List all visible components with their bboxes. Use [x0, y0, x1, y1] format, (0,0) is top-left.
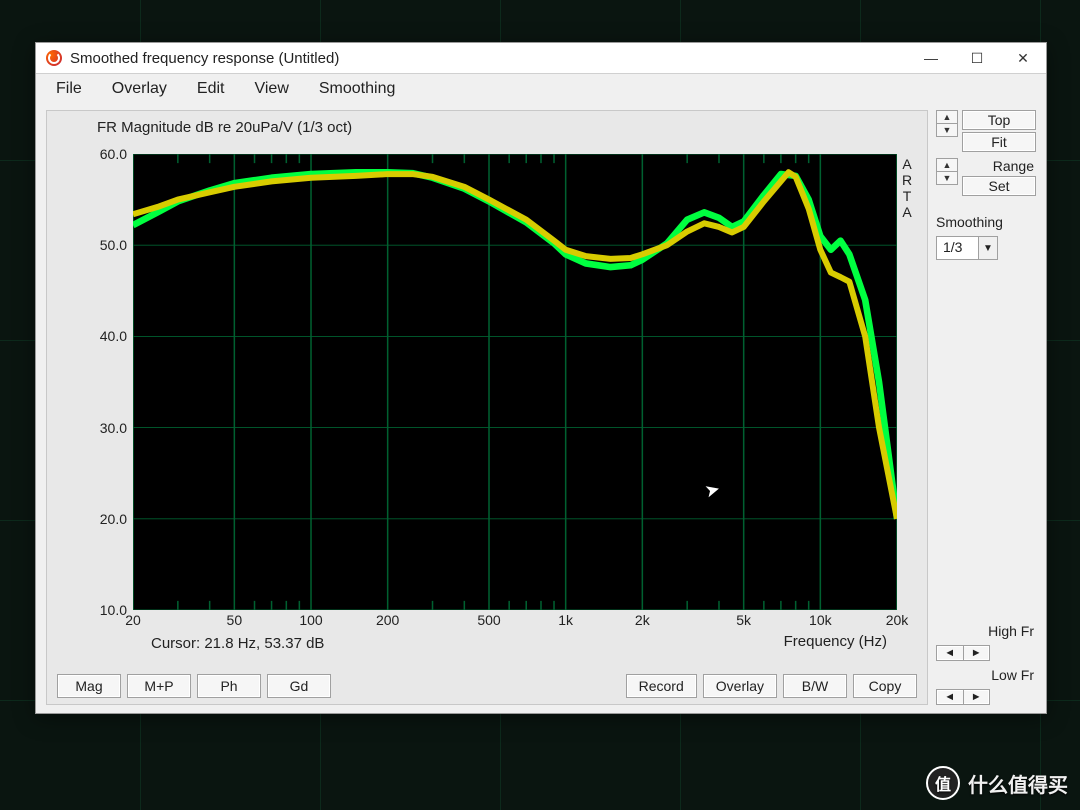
smoothing-select[interactable]: 1/3 ▼ [936, 236, 998, 260]
action-button-copy[interactable]: Copy [853, 674, 917, 698]
right-arrow-icon[interactable]: ► [964, 690, 990, 704]
y-tick: 50.0 [100, 237, 127, 253]
lowfr-label: Low Fr [936, 667, 1036, 683]
right-arrow-icon[interactable]: ► [964, 646, 990, 660]
menu-file[interactable]: File [42, 78, 96, 100]
bottom-toolbar: MagM+PPhGd RecordOverlayB/WCopy [47, 670, 927, 704]
chart-svg [133, 154, 897, 610]
titlebar[interactable]: Smoothed frequency response (Untitled) —… [36, 43, 1046, 74]
menubar: FileOverlayEditViewSmoothing [36, 74, 1046, 104]
mode-button-gd[interactable]: Gd [267, 674, 331, 698]
highfr-label: High Fr [936, 623, 1036, 639]
app-window: Smoothed frequency response (Untitled) —… [35, 42, 1047, 714]
highfr-stepper[interactable]: ◄ ► [936, 645, 990, 661]
window-title: Smoothed frequency response (Untitled) [70, 50, 908, 67]
y-tick: 30.0 [100, 420, 127, 436]
down-arrow-icon[interactable]: ▼ [937, 172, 957, 184]
action-button-record[interactable]: Record [626, 674, 697, 698]
smoothing-value: 1/3 [937, 237, 978, 259]
mode-button-ph[interactable]: Ph [197, 674, 261, 698]
top-spinner[interactable]: ▲ ▼ [936, 110, 958, 137]
chevron-down-icon[interactable]: ▼ [978, 237, 997, 259]
x-tick: 100 [299, 612, 322, 628]
lowfr-stepper[interactable]: ◄ ► [936, 689, 990, 705]
set-button[interactable]: Set [962, 176, 1036, 196]
x-tick: 1k [558, 612, 573, 628]
left-arrow-icon[interactable]: ◄ [937, 646, 964, 660]
range-spinner[interactable]: ▲ ▼ [936, 158, 958, 185]
x-tick: 5k [736, 612, 751, 628]
left-arrow-icon[interactable]: ◄ [937, 690, 964, 704]
watermark-logo-icon: 值 [926, 766, 960, 800]
x-tick: 20k [886, 612, 909, 628]
menu-view[interactable]: View [240, 78, 302, 100]
menu-smoothing[interactable]: Smoothing [305, 78, 410, 100]
chart-title: FR Magnitude dB re 20uPa/V (1/3 oct) [47, 111, 927, 138]
down-arrow-icon[interactable]: ▼ [937, 124, 957, 136]
menu-edit[interactable]: Edit [183, 78, 239, 100]
maximize-button[interactable]: ☐ [954, 43, 1000, 73]
side-panel: ▲ ▼ Top Fit ▲ ▼ Range Set Smoothi [936, 110, 1036, 705]
mode-button-mag[interactable]: Mag [57, 674, 121, 698]
plot-box: 10.0 20.0 30.0 40.0 50.0 60.0 20 50 100 200 500 1k… [97, 140, 897, 630]
watermark-text: 什么值得买 [968, 769, 1068, 798]
up-arrow-icon[interactable]: ▲ [937, 111, 957, 124]
watermark: 值 什么值得买 [926, 766, 1068, 800]
mode-button-mp[interactable]: M+P [127, 674, 191, 698]
top-button[interactable]: Top [962, 110, 1036, 130]
x-tick: 10k [809, 612, 832, 628]
x-axis-label: Frequency (Hz) [784, 633, 887, 650]
smoothing-label: Smoothing [936, 214, 1036, 230]
y-axis-ticks: 10.020.030.040.050.060.0 [97, 154, 131, 610]
y-tick: 60.0 [100, 146, 127, 162]
x-tick: 500 [477, 612, 500, 628]
close-button[interactable]: ✕ [1000, 43, 1046, 73]
y-tick: 40.0 [100, 328, 127, 344]
x-tick: 200 [376, 612, 399, 628]
action-button-bw[interactable]: B/W [783, 674, 847, 698]
minimize-button[interactable]: — [908, 43, 954, 73]
action-button-overlay[interactable]: Overlay [703, 674, 777, 698]
plot-panel: FR Magnitude dB re 20uPa/V (1/3 oct) 10.… [46, 110, 928, 705]
x-tick: 50 [227, 612, 243, 628]
x-tick: 20 [125, 612, 141, 628]
y-tick: 10.0 [100, 602, 127, 618]
x-tick: 2k [635, 612, 650, 628]
arta-label: ARTA [899, 156, 915, 220]
menu-overlay[interactable]: Overlay [98, 78, 181, 100]
range-label: Range [962, 158, 1036, 174]
cursor-readout: Cursor: 21.8 Hz, 53.37 dB [151, 635, 324, 652]
x-axis-ticks: 20501002005001k2k5k10k20k [133, 612, 897, 630]
y-tick: 20.0 [100, 511, 127, 527]
fit-button[interactable]: Fit [962, 132, 1036, 152]
up-arrow-icon[interactable]: ▲ [937, 159, 957, 172]
chart-canvas[interactable] [133, 154, 897, 610]
app-icon [46, 50, 62, 66]
